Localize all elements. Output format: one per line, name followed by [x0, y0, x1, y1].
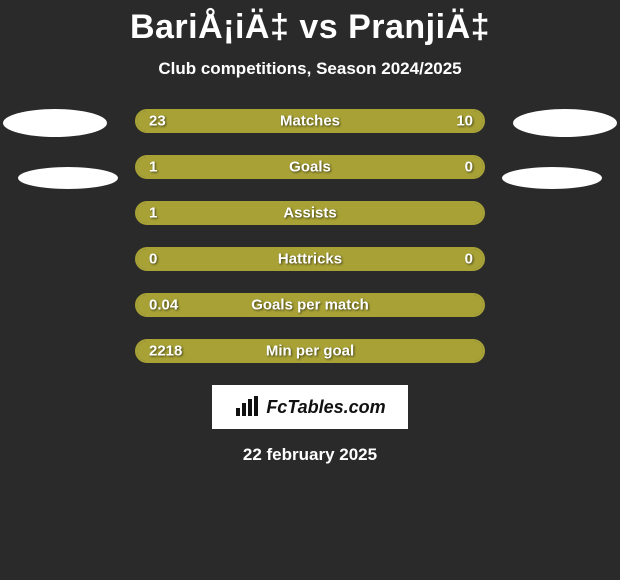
stat-label: Assists	[283, 205, 336, 222]
left-avatar-shapes	[0, 109, 110, 219]
stat-bar: 1 Goals 0	[135, 155, 485, 179]
comparison-chart: 23 Matches 10 1 Goals 0 1 Assists 0 Hattricks 0 0.0…	[0, 109, 620, 363]
stat-bar: 23 Matches 10	[135, 109, 485, 133]
bar-chart-icon	[234, 396, 260, 418]
stat-bar: 0 Hattricks 0	[135, 247, 485, 271]
stat-bar: 2218 Min per goal	[135, 339, 485, 363]
ellipse-icon	[513, 109, 617, 137]
stat-left-value: 0	[149, 251, 157, 268]
page-subtitle: Club competitions, Season 2024/2025	[0, 59, 620, 79]
logo-badge: FcTables.com	[212, 385, 408, 429]
stat-label: Matches	[280, 113, 340, 130]
logo-text: FcTables.com	[266, 397, 385, 418]
bars-container: 23 Matches 10 1 Goals 0 1 Assists 0 Hattricks 0 0.0…	[135, 109, 485, 363]
stat-right-value: 0	[465, 251, 473, 268]
stat-left-value: 1	[149, 205, 157, 222]
stat-bar: 0.04 Goals per match	[135, 293, 485, 317]
stat-label: Hattricks	[278, 251, 342, 268]
right-avatar-shapes	[510, 109, 620, 219]
stat-right-value: 10	[456, 113, 473, 130]
ellipse-icon	[3, 109, 107, 137]
stat-left-value: 23	[149, 113, 166, 130]
stat-bar: 1 Assists	[135, 201, 485, 225]
footer-date: 22 february 2025	[0, 445, 620, 465]
stat-label: Goals	[289, 159, 331, 176]
ellipse-icon	[18, 167, 118, 189]
stat-left-value: 2218	[149, 343, 182, 360]
stat-label: Min per goal	[266, 343, 354, 360]
bar-fill-left	[137, 157, 397, 177]
stat-label: Goals per match	[251, 297, 369, 314]
stat-right-value: 0	[465, 159, 473, 176]
stat-left-value: 1	[149, 159, 157, 176]
ellipse-icon	[502, 167, 602, 189]
page-title: BariÅ¡iÄ‡ vs PranjiÄ‡	[0, 8, 620, 47]
stat-left-value: 0.04	[149, 297, 178, 314]
